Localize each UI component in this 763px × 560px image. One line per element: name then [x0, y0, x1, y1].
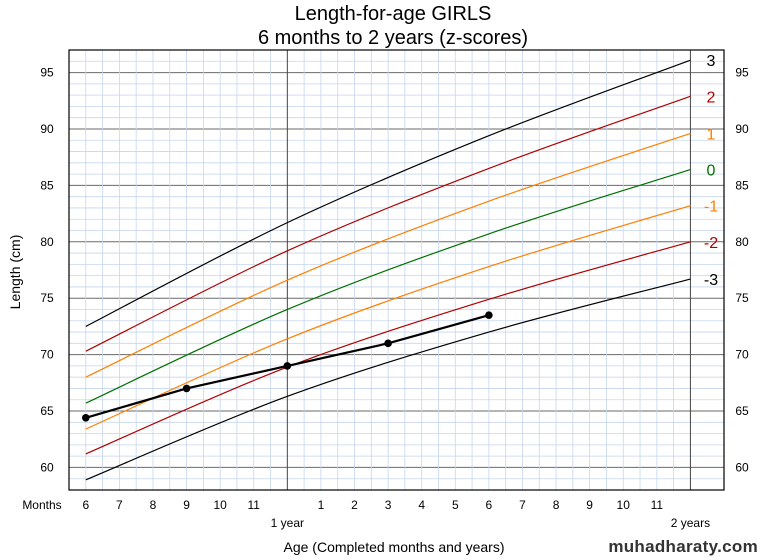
chart-title: Length-for-age GIRLS [295, 3, 492, 25]
x-tick-label: 3 [385, 498, 392, 512]
y-tick-right: 70 [735, 348, 749, 362]
grid [69, 49, 724, 491]
y-tick-right: 65 [735, 404, 749, 418]
measurement-point [182, 384, 191, 393]
x-tick-label: 7 [116, 498, 123, 512]
zscore-curve-3 [85, 59, 691, 327]
x-tick-label: 5 [452, 498, 459, 512]
x-year-label: 1 year [271, 516, 304, 530]
months-label: Months [22, 498, 61, 512]
y-tick-left: 90 [40, 122, 54, 136]
x-year-label: 2 years [671, 516, 710, 530]
x-tick-label: 1 [318, 498, 325, 512]
x-tick-label: 10 [213, 498, 227, 512]
zscore-label: 2 [707, 89, 716, 106]
measurement-point [384, 339, 392, 348]
zscore-curve-1 [85, 132, 691, 378]
y-tick-right: 85 [735, 178, 749, 192]
x-tick-label: 4 [418, 498, 425, 512]
y-tick-right: 90 [735, 122, 749, 136]
measurement-point [485, 311, 493, 319]
y-tick-right: 80 [735, 235, 749, 249]
zscore-label: -2 [704, 235, 718, 252]
x-tick-label: 11 [651, 498, 664, 512]
zscore-label: -1 [704, 199, 718, 216]
plot-frame [68, 49, 725, 491]
y-tick-left: 65 [40, 404, 54, 418]
x-tick-label: 7 [519, 498, 526, 512]
zscore-curve-2 [85, 95, 691, 352]
zscore-curves [85, 59, 691, 481]
measurement-point [81, 413, 90, 422]
child-measurements [81, 311, 493, 422]
zscore-label: 3 [707, 53, 716, 70]
zscore-label: 1 [707, 126, 716, 143]
zscore-label: 0 [707, 163, 716, 180]
x-tick-label: 6 [486, 498, 493, 512]
zscore-label: -3 [704, 272, 718, 289]
x-axis-label: Age (Completed months and years) [284, 539, 505, 555]
watermark: muhadharaty.com [608, 537, 758, 556]
y-tick-left: 85 [40, 178, 54, 192]
y-tick-left: 70 [40, 348, 54, 362]
zscore-labels: 3 2 1 0 -1 -2 -3 [704, 53, 718, 289]
x-tick-label: 2 [351, 498, 358, 512]
y-tick-right: 60 [735, 460, 749, 474]
zscore-curve-minus3 [85, 278, 691, 481]
zscore-curve-minus1 [85, 205, 691, 430]
x-tick-label: 8 [150, 498, 157, 512]
y-tick-right: 75 [735, 291, 749, 305]
y-tick-left: 75 [40, 291, 54, 305]
x-tick-label: 11 [248, 498, 261, 512]
x-tick-labels: 6 7 8 9 10 11 1 2 3 4 5 6 7 8 9 10 111 year 2 years [82, 498, 710, 530]
x-tick-label: 9 [183, 498, 190, 512]
x-tick-label: 9 [586, 498, 593, 512]
y-tick-left: 95 [40, 66, 54, 80]
zscore-curve-minus2 [85, 241, 691, 455]
y-tick-right: 95 [735, 66, 749, 80]
zscore-curve-0 [85, 169, 691, 404]
y-axis-label: Length (cm) [7, 235, 23, 310]
chart-subtitle: 6 months to 2 years (z-scores) [258, 27, 528, 49]
x-tick-label: 10 [617, 498, 631, 512]
y-tick-labels: 60 60 65 65 70 70 75 75 80 80 85 85 90 90 95 95 [40, 66, 749, 475]
measurement-point [283, 362, 292, 370]
x-tick-label: 6 [82, 498, 89, 512]
x-tick-label: 8 [553, 498, 560, 512]
y-tick-left: 80 [40, 235, 54, 249]
y-tick-left: 60 [40, 460, 54, 474]
